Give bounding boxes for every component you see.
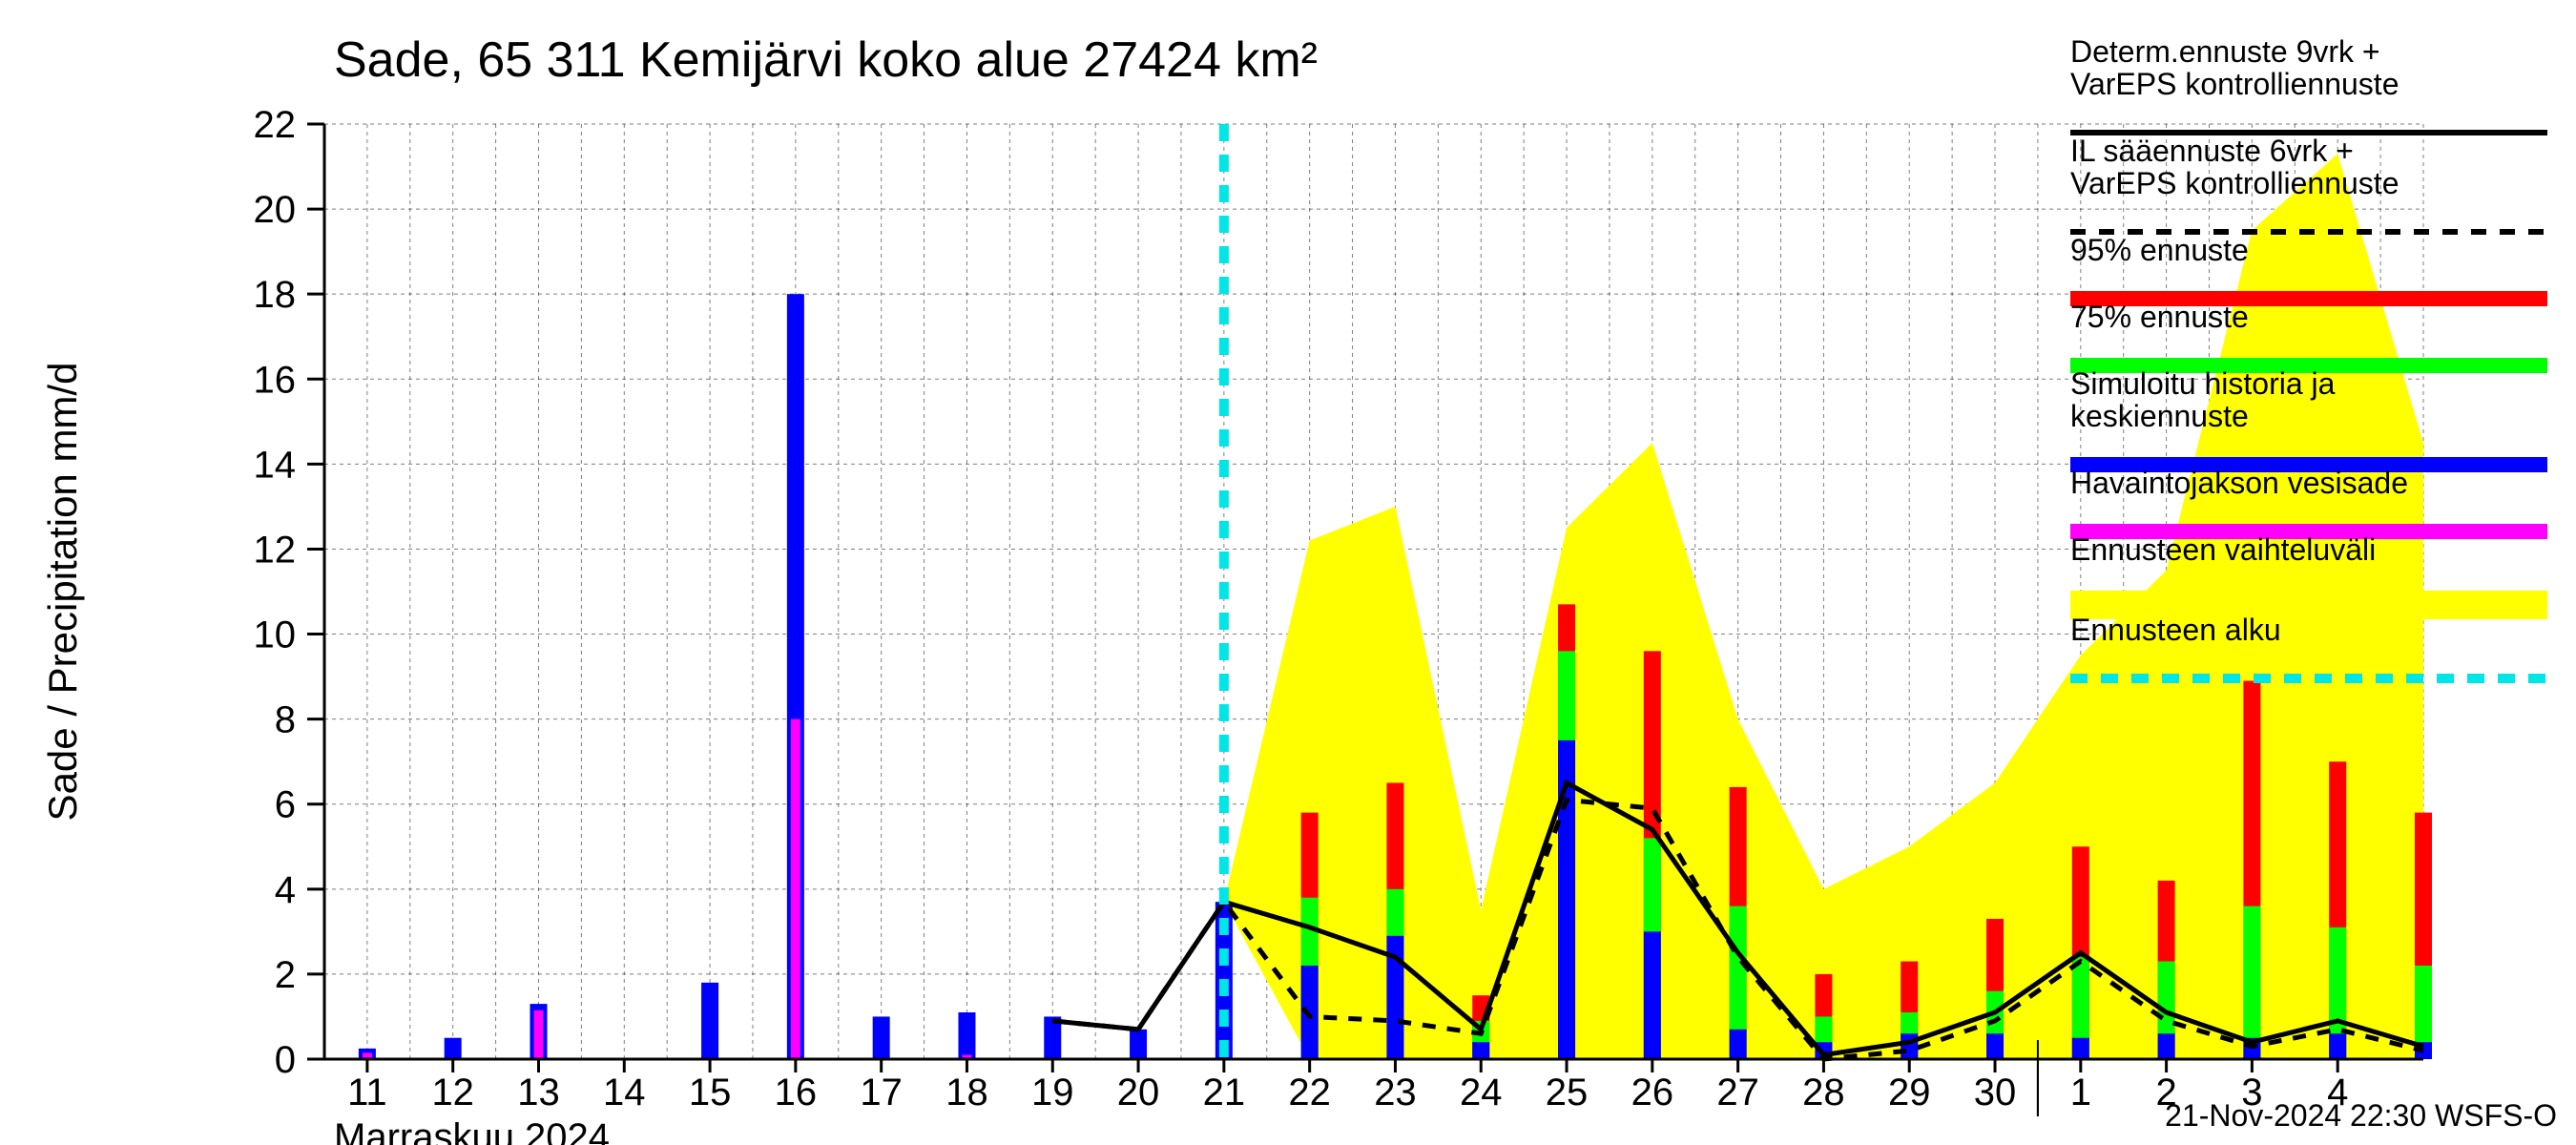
x-tick-label: 25 xyxy=(1546,1072,1589,1114)
x-tick-label: 22 xyxy=(1288,1072,1331,1114)
legend-label: 95% ennuste xyxy=(2070,233,2249,267)
x-tick-label: 19 xyxy=(1031,1072,1074,1114)
x-tick-label: 21 xyxy=(1203,1072,1246,1114)
y-tick-label: 6 xyxy=(275,784,296,826)
y-tick-label: 0 xyxy=(275,1039,296,1081)
bar-median xyxy=(1986,1033,2004,1059)
bar-median xyxy=(2329,1033,2346,1059)
y-tick-label: 20 xyxy=(254,189,297,231)
bar-75pct xyxy=(2243,906,2260,1059)
x-tick-label: 16 xyxy=(775,1072,818,1114)
x-tick-label: 15 xyxy=(689,1072,732,1114)
legend-label: VarEPS kontrolliennuste xyxy=(2070,67,2399,101)
legend-label: Simuloitu historia ja xyxy=(2070,366,2336,401)
x-tick-label: 26 xyxy=(1631,1072,1674,1114)
x-tick-label: 20 xyxy=(1117,1072,1160,1114)
legend-label: Ennusteen alku xyxy=(2070,613,2281,647)
x-tick-label: 24 xyxy=(1460,1072,1503,1114)
legend-label: VarEPS kontrolliennuste xyxy=(2070,166,2399,200)
bar-median xyxy=(958,1012,975,1059)
x-tick-label: 14 xyxy=(603,1072,646,1114)
legend-label: keskiennuste xyxy=(2070,399,2249,433)
x-tick-label: 1 xyxy=(2070,1072,2091,1114)
y-tick-label: 8 xyxy=(275,699,296,741)
legend-label: IL sääennuste 6vrk + xyxy=(2070,134,2354,168)
legend-label: Ennusteen vaihteluväli xyxy=(2070,532,2376,567)
bar-median xyxy=(2072,1038,2089,1059)
bar-median xyxy=(1130,1030,1147,1059)
bar-median xyxy=(701,983,718,1059)
y-tick-label: 10 xyxy=(254,614,297,656)
bar-observed-rain xyxy=(791,719,800,1059)
bar-median xyxy=(445,1038,462,1059)
bar-observed-rain xyxy=(534,1010,544,1059)
chart-container: 0246810121416182022111213141516171819202… xyxy=(0,0,2576,1145)
y-tick-label: 4 xyxy=(275,869,296,911)
legend-label: 75% ennuste xyxy=(2070,300,2249,334)
x-tick-label: 27 xyxy=(1716,1072,1759,1114)
x-tick-label: 30 xyxy=(1974,1072,2017,1114)
bar-median xyxy=(1730,1030,1747,1059)
x-tick-label: 12 xyxy=(431,1072,474,1114)
x-tick-label: 28 xyxy=(1802,1072,1845,1114)
bar-median xyxy=(1472,1042,1489,1059)
x-tick-label: 18 xyxy=(945,1072,988,1114)
x-tick-label: 17 xyxy=(860,1072,903,1114)
x-month-fi: Marraskuu 2024 xyxy=(334,1116,610,1145)
x-tick-label: 13 xyxy=(517,1072,560,1114)
chart-footer: 21-Nov-2024 22:30 WSFS-O xyxy=(2165,1098,2557,1133)
y-tick-label: 2 xyxy=(275,954,296,996)
y-axis-label: Sade / Precipitation mm/d xyxy=(40,363,85,822)
bar-median xyxy=(2158,1033,2175,1059)
y-tick-label: 14 xyxy=(254,444,297,486)
y-tick-label: 12 xyxy=(254,529,297,571)
bar-median xyxy=(873,1016,890,1059)
y-tick-label: 22 xyxy=(254,104,297,146)
legend-label: Havaintojakson vesisade xyxy=(2070,466,2408,500)
x-tick-label: 11 xyxy=(347,1072,387,1114)
chart-title: Sade, 65 311 Kemijärvi koko alue 27424 k… xyxy=(334,32,1318,88)
bar-median xyxy=(1644,931,1661,1059)
bar-median xyxy=(1901,1033,1918,1059)
x-tick-label: 29 xyxy=(1888,1072,1931,1114)
x-tick-label: 23 xyxy=(1374,1072,1417,1114)
y-tick-label: 16 xyxy=(254,359,297,401)
precipitation-chart: 0246810121416182022111213141516171819202… xyxy=(0,0,2576,1145)
y-tick-label: 18 xyxy=(254,274,297,316)
legend-label: Determ.ennuste 9vrk + xyxy=(2070,34,2380,69)
